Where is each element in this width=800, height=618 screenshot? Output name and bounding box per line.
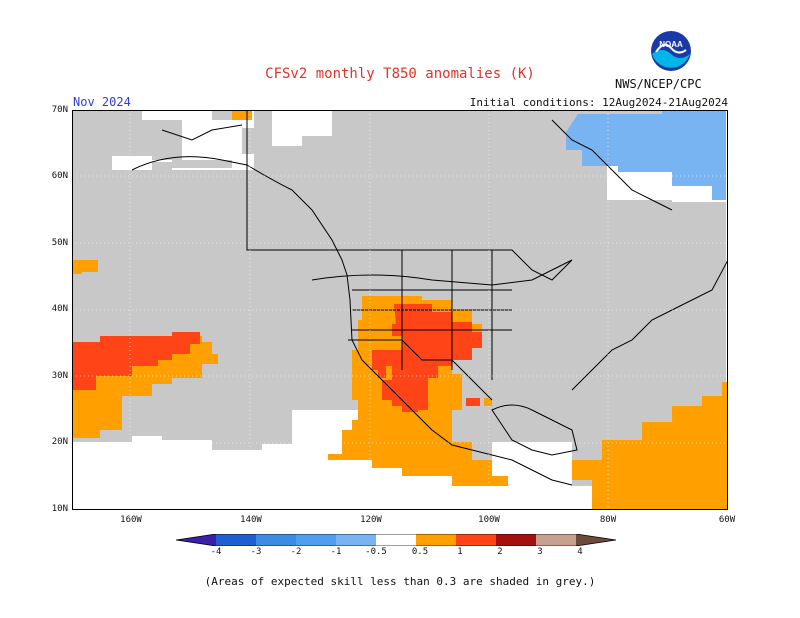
white-region <box>72 442 132 510</box>
colorbar-label: -1 <box>330 547 342 557</box>
initial-conditions: Initial conditions: 12Aug2024-21Aug2024 <box>469 96 728 109</box>
colorbar-label: 3 <box>537 547 543 557</box>
logo-text: NOAA <box>659 40 683 49</box>
lat-label: 10N <box>51 504 68 514</box>
white-region <box>272 110 332 146</box>
grey-skill-region <box>72 162 122 240</box>
lon-label: 160W <box>120 515 142 525</box>
colorbar-label: -3 <box>250 547 262 557</box>
lon-label: 60W <box>718 515 736 525</box>
colorbar-segment <box>536 534 576 546</box>
lon-label: 140W <box>240 515 262 525</box>
lat-label: 30N <box>51 371 68 381</box>
colorbar-segment <box>416 534 456 546</box>
colorbar-segment <box>336 534 376 546</box>
agency-label: NWS/NCEP/CPC <box>615 77 702 91</box>
colorbar-label: -2 <box>290 547 302 557</box>
colorbar-max-arrow <box>576 534 616 546</box>
lat-lon-grid <box>72 110 728 510</box>
warm-anomaly-region <box>572 382 728 510</box>
warm-anomaly-region <box>372 350 392 378</box>
cold-anomaly-region <box>566 110 726 200</box>
lat-label: 50N <box>51 238 68 248</box>
forecast-month: Nov 2024 <box>73 95 131 109</box>
anomaly-map <box>72 110 728 510</box>
warm-anomaly-region <box>72 332 200 390</box>
colorbar-segment <box>256 534 296 546</box>
coastlines <box>131 110 728 486</box>
colorbar <box>176 534 617 546</box>
lat-label: 20N <box>51 437 68 447</box>
lat-label: 70N <box>51 105 68 115</box>
colorbar-label: 2 <box>497 547 503 557</box>
colorbar-label: 4 <box>577 547 583 557</box>
colorbar-label: 1 <box>457 547 463 557</box>
lon-label: 80W <box>599 515 617 525</box>
colorbar-min-arrow <box>176 534 216 546</box>
lat-label: 60N <box>51 171 68 181</box>
colorbar-segment <box>456 534 496 546</box>
noaa-logo: NOAA <box>651 31 691 71</box>
map-title: CFSv2 monthly T850 anomalies (K) <box>265 66 535 82</box>
colorbar-segment <box>496 534 536 546</box>
country-borders <box>246 165 573 401</box>
white-region <box>182 120 242 160</box>
skill-note: (Areas of expected skill less than 0.3 a… <box>204 575 596 588</box>
warm-anomaly-region <box>382 304 482 412</box>
colorbar-segment <box>216 534 256 546</box>
colorbar-segment <box>296 534 336 546</box>
warm-anomaly-region <box>232 110 252 120</box>
lon-label: 100W <box>478 515 500 525</box>
warm-anomaly-region <box>484 398 492 406</box>
colorbar-label: 0.5 <box>411 547 429 557</box>
colorbar-label: -0.5 <box>365 547 387 557</box>
warm-anomaly-region <box>72 260 98 274</box>
colorbar-label: -4 <box>210 547 222 557</box>
lat-label: 40N <box>51 304 68 314</box>
lon-label: 120W <box>360 515 382 525</box>
colorbar-segment <box>376 534 416 546</box>
warm-anomaly-region <box>466 398 480 406</box>
